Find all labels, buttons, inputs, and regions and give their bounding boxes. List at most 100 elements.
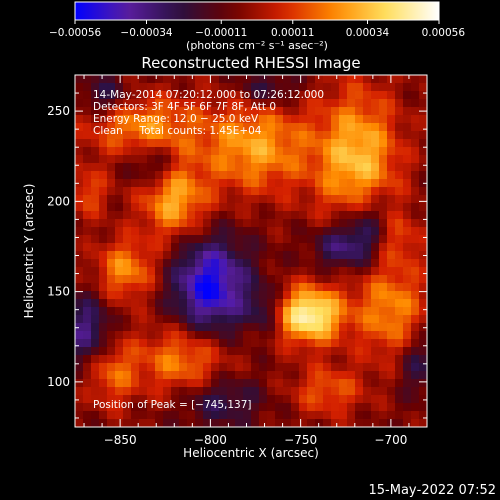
heatmap-cell <box>227 187 236 196</box>
heatmap-cell <box>187 315 196 324</box>
heatmap-cell <box>139 211 148 220</box>
heatmap-cell <box>395 211 404 220</box>
heatmap-cell <box>363 387 372 396</box>
heatmap-cell <box>123 395 132 404</box>
heatmap-cell <box>227 371 236 380</box>
heatmap-cell <box>355 347 364 356</box>
heatmap-cell <box>411 403 420 412</box>
heatmap-cell <box>147 155 156 164</box>
heatmap-cell <box>259 347 268 356</box>
heatmap-cell <box>307 411 316 420</box>
colorbar-tick-label: 0.00034 <box>346 27 390 39</box>
heatmap-cell <box>347 371 356 380</box>
heatmap-cell <box>251 347 260 356</box>
heatmap-cell <box>299 139 308 148</box>
heatmap-cell <box>251 411 260 420</box>
heatmap-cell <box>387 179 396 188</box>
heatmap-cell <box>227 83 236 92</box>
heatmap-cell <box>251 315 260 324</box>
heatmap-cell <box>379 195 388 204</box>
heatmap-cell <box>347 179 356 188</box>
heatmap-cell <box>363 83 372 92</box>
heatmap-cell <box>275 371 284 380</box>
heatmap-cell <box>123 227 132 236</box>
heatmap-cell <box>371 227 380 236</box>
heatmap-cell <box>347 187 356 196</box>
heatmap-cell <box>411 115 420 124</box>
heatmap-cell <box>363 123 372 132</box>
heatmap-cell <box>387 283 396 292</box>
y-axis-label: Heliocentric Y (arcsec) <box>22 184 36 319</box>
heatmap-cell <box>251 243 260 252</box>
heatmap-cell <box>195 371 204 380</box>
heatmap-cell <box>203 291 212 300</box>
heatmap-cell <box>163 379 172 388</box>
heatmap-cell <box>411 419 420 427</box>
heatmap-cell <box>203 155 212 164</box>
heatmap-cell <box>115 275 124 284</box>
heatmap-cell <box>179 211 188 220</box>
heatmap-cell <box>331 131 340 140</box>
heatmap-cell <box>371 243 380 252</box>
heatmap-cell <box>259 123 268 132</box>
heatmap-cell <box>419 339 427 348</box>
heatmap-cell <box>123 131 132 140</box>
heatmap-cell <box>403 163 412 172</box>
heatmap-cell <box>243 395 252 404</box>
heatmap-cell <box>291 275 300 284</box>
heatmap-cell <box>291 387 300 396</box>
heatmap-cell <box>323 315 332 324</box>
heatmap-cell <box>339 419 348 427</box>
heatmap-cell <box>115 139 124 148</box>
heatmap-cell <box>267 107 276 116</box>
heatmap-cell <box>411 315 420 324</box>
heatmap-cell <box>307 235 316 244</box>
heatmap-cell <box>195 307 204 316</box>
heatmap-cell <box>307 419 316 427</box>
heatmap-cell <box>155 211 164 220</box>
heatmap-cell <box>323 163 332 172</box>
heatmap-cell <box>123 139 132 148</box>
heatmap-cell <box>251 403 260 412</box>
heatmap-cell <box>171 411 180 420</box>
heatmap-cell <box>139 299 148 308</box>
heatmap-cell <box>283 131 292 140</box>
heatmap-cell <box>75 339 84 348</box>
heatmap-cell <box>291 147 300 156</box>
heatmap-cell <box>187 203 196 212</box>
heatmap-cell <box>163 411 172 420</box>
heatmap-cell <box>259 155 268 164</box>
heatmap-cell <box>139 411 148 420</box>
heatmap-cell <box>99 379 108 388</box>
heatmap-cell <box>379 99 388 108</box>
heatmap-cell <box>347 75 356 84</box>
heatmap-cell <box>339 91 348 100</box>
heatmap-cell <box>331 259 340 268</box>
heatmap-cell <box>267 251 276 260</box>
heatmap-cell <box>211 291 220 300</box>
heatmap-cell <box>139 387 148 396</box>
heatmap-cell <box>139 83 148 92</box>
heatmap-cell <box>331 75 340 84</box>
x-tick-label: −850 <box>104 433 137 447</box>
heatmap-cell <box>283 147 292 156</box>
heatmap-cell <box>339 187 348 196</box>
heatmap-cell <box>339 283 348 292</box>
heatmap-cell <box>179 155 188 164</box>
heatmap-cell <box>339 179 348 188</box>
heatmap-cell <box>283 83 292 92</box>
heatmap-cell <box>179 235 188 244</box>
heatmap-cell <box>131 387 140 396</box>
heatmap-cell <box>107 187 116 196</box>
heatmap-cell <box>115 315 124 324</box>
heatmap-cell <box>251 307 260 316</box>
heatmap-cell <box>315 323 324 332</box>
heatmap-cell <box>315 75 324 84</box>
heatmap-cell <box>307 339 316 348</box>
heatmap-cell <box>155 75 164 84</box>
heatmap-cell <box>179 203 188 212</box>
heatmap-cell <box>275 379 284 388</box>
heatmap-cell <box>83 83 92 92</box>
heatmap-cell <box>347 395 356 404</box>
heatmap-cell <box>235 115 244 124</box>
